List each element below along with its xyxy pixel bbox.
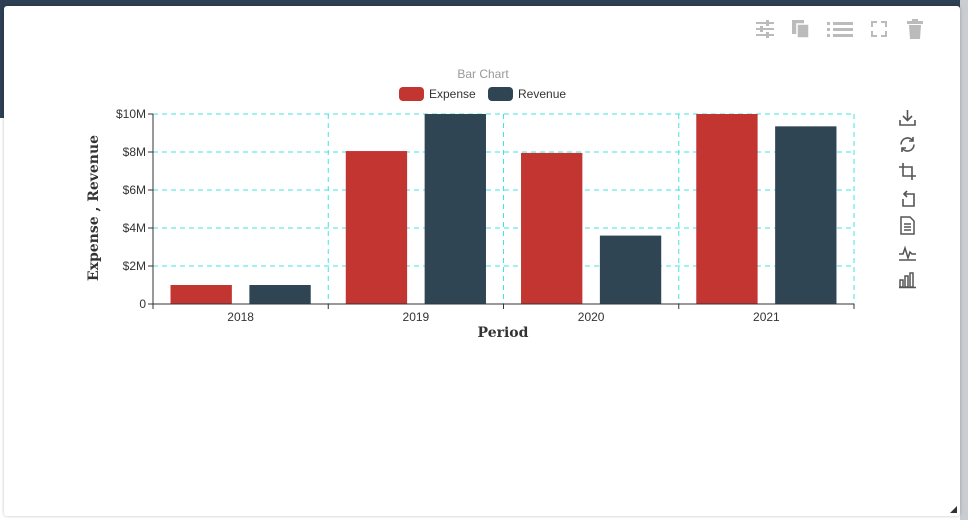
y-tick-label: $6M (123, 183, 146, 197)
legend-label-revenue: Revenue (518, 87, 566, 101)
bar-expense-2018 (170, 285, 232, 304)
y-tick-label: 0 (139, 297, 146, 311)
bar-revenue-2018 (249, 285, 311, 304)
x-axis-label: Period (478, 325, 529, 341)
crop-icon[interactable] (898, 162, 917, 181)
legend-swatch-revenue (488, 87, 513, 101)
copy-icon[interactable] (790, 18, 812, 40)
y-axis-label: Expense , Revenue (86, 135, 102, 281)
chart-toolbox (898, 108, 917, 289)
chart-title: Bar Chart (457, 67, 509, 81)
axes: 0 $2M $4M $6M $8M $10M 2018 2019 2020 2021 (116, 107, 855, 324)
y-tick-label: $4M (123, 221, 146, 235)
resize-handle-icon[interactable] (950, 506, 957, 513)
page-scrollbar-track (960, 0, 968, 520)
legend-swatch-expense (399, 87, 424, 101)
y-tick-label: $10M (116, 107, 146, 121)
bar-expense-2020 (521, 152, 583, 304)
bars (170, 114, 837, 304)
list-icon[interactable] (826, 18, 854, 40)
card-toolbar (754, 18, 926, 40)
refresh-icon[interactable] (898, 135, 917, 154)
bar-revenue-2020 (599, 235, 662, 304)
bar-chart-icon[interactable] (898, 270, 917, 289)
trash-icon[interactable] (904, 18, 926, 40)
y-tick-label: $8M (123, 145, 146, 159)
bar-expense-2019 (345, 151, 408, 304)
grid (153, 113, 855, 304)
download-icon[interactable] (898, 108, 917, 127)
undo-icon[interactable] (898, 189, 917, 208)
expand-icon[interactable] (868, 18, 890, 40)
x-tick-label: 2018 (227, 310, 254, 324)
legend-label-expense: Expense (429, 87, 476, 101)
x-tick-label: 2021 (753, 310, 780, 324)
x-tick-label: 2019 (403, 310, 430, 324)
legend: Expense Revenue (399, 87, 566, 101)
bar-revenue-2021 (775, 126, 837, 304)
data-view-icon[interactable] (898, 216, 917, 235)
line-chart-icon[interactable] (898, 243, 917, 262)
x-tick-label: 2020 (578, 310, 605, 324)
bar-revenue-2019 (424, 114, 486, 304)
bar-expense-2021 (696, 114, 758, 304)
y-tick-label: $2M (123, 259, 146, 273)
sliders-icon[interactable] (754, 18, 776, 40)
